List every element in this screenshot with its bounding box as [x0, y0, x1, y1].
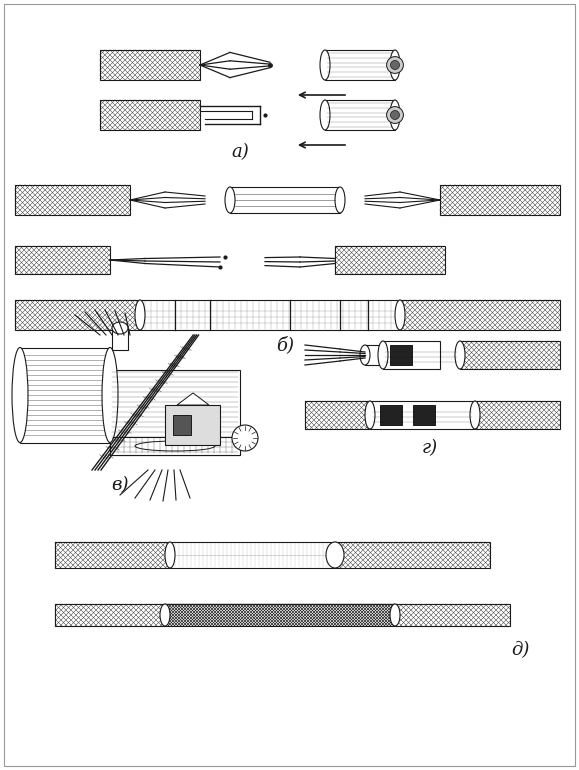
Bar [55, 604, 165, 626]
Bar [15, 246, 110, 274]
Text: а): а) [231, 143, 249, 161]
Circle shape [390, 61, 400, 69]
Bar [400, 300, 560, 330]
Bar [100, 100, 200, 130]
Bar [383, 341, 440, 369]
Bar [100, 50, 200, 80]
Bar [440, 185, 560, 215]
Bar [110, 370, 240, 455]
Bar [365, 345, 383, 365]
Ellipse shape [360, 345, 370, 365]
Circle shape [232, 425, 258, 451]
Ellipse shape [378, 341, 388, 369]
Bar [335, 246, 445, 274]
Bar [370, 401, 475, 429]
Bar [112, 328, 128, 350]
Bar [475, 401, 560, 429]
Ellipse shape [365, 401, 375, 429]
Bar [335, 542, 490, 568]
Bar [305, 401, 370, 429]
Polygon shape [177, 393, 209, 405]
Bar [165, 604, 395, 626]
Ellipse shape [135, 441, 215, 451]
Ellipse shape [455, 341, 465, 369]
Bar [110, 437, 240, 455]
Bar [100, 100, 200, 130]
Bar [165, 405, 220, 445]
Ellipse shape [470, 401, 480, 429]
Bar [395, 604, 510, 626]
Ellipse shape [112, 322, 128, 334]
Bar [395, 604, 510, 626]
Ellipse shape [160, 604, 170, 626]
Ellipse shape [390, 50, 400, 80]
Bar [170, 542, 335, 568]
Bar [55, 542, 170, 568]
Ellipse shape [390, 604, 400, 626]
Bar [20, 347, 110, 443]
Bar [15, 300, 140, 330]
Bar [390, 345, 412, 365]
Bar [55, 604, 165, 626]
Bar [325, 50, 395, 80]
Ellipse shape [225, 187, 235, 213]
Text: б): б) [276, 336, 294, 354]
Bar [380, 405, 402, 425]
Bar [460, 341, 560, 369]
Ellipse shape [390, 100, 400, 130]
Ellipse shape [335, 187, 345, 213]
Ellipse shape [135, 300, 145, 330]
Bar [400, 300, 560, 330]
Bar [335, 542, 490, 568]
Bar [100, 50, 200, 80]
Bar [440, 185, 560, 215]
Bar [140, 300, 400, 330]
Ellipse shape [12, 347, 28, 443]
Ellipse shape [320, 50, 330, 80]
Ellipse shape [320, 100, 330, 130]
Circle shape [390, 111, 400, 119]
Ellipse shape [165, 542, 175, 568]
Bar [413, 405, 435, 425]
Text: д): д) [511, 641, 529, 659]
Bar [55, 542, 170, 568]
Circle shape [387, 57, 404, 73]
Bar [173, 415, 191, 435]
Bar [305, 401, 370, 429]
Bar [325, 100, 395, 130]
Bar [15, 300, 140, 330]
Bar [15, 185, 130, 215]
Bar [335, 246, 445, 274]
Text: г): г) [422, 439, 438, 457]
Bar [230, 187, 340, 213]
Bar [15, 185, 130, 215]
Ellipse shape [395, 300, 405, 330]
Ellipse shape [326, 542, 344, 568]
Bar [15, 246, 110, 274]
Text: в): в) [111, 476, 129, 494]
Bar [475, 401, 560, 429]
Circle shape [387, 106, 404, 123]
Ellipse shape [102, 347, 118, 443]
Bar [460, 341, 560, 369]
